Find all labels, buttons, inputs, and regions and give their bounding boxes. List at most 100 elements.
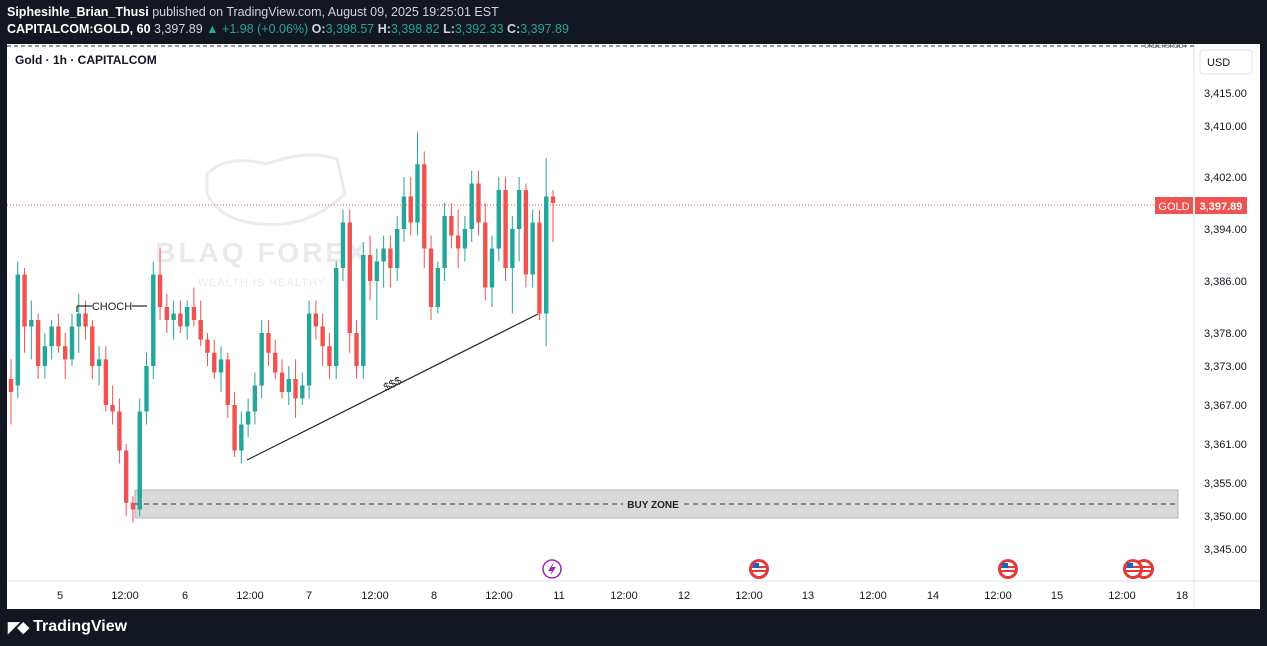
candle[interactable] xyxy=(394,216,400,281)
candle[interactable] xyxy=(123,444,129,516)
candle[interactable] xyxy=(35,313,41,380)
candle[interactable] xyxy=(49,320,54,360)
candle[interactable] xyxy=(327,333,332,379)
candle[interactable] xyxy=(503,177,508,281)
candle[interactable] xyxy=(483,203,488,301)
x-tick-label: 13 xyxy=(802,590,814,602)
candle[interactable] xyxy=(22,268,27,353)
candle[interactable] xyxy=(293,359,298,418)
candle[interactable] xyxy=(550,190,556,242)
candle[interactable] xyxy=(334,261,339,380)
open-value: 3,398.57 xyxy=(325,22,375,36)
candle[interactable] xyxy=(388,235,393,288)
candle[interactable] xyxy=(286,366,291,405)
candle[interactable] xyxy=(8,359,14,425)
candle[interactable] xyxy=(340,209,346,282)
candle[interactable] xyxy=(171,300,176,340)
candle[interactable] xyxy=(408,177,413,236)
us-flag-icon[interactable] xyxy=(749,559,769,579)
candle[interactable] xyxy=(42,333,48,379)
candle[interactable] xyxy=(198,300,203,347)
candle[interactable] xyxy=(63,333,68,379)
candle[interactable] xyxy=(381,235,386,288)
candle[interactable] xyxy=(428,235,434,321)
candle[interactable] xyxy=(56,313,61,353)
candle[interactable] xyxy=(117,398,122,464)
candle[interactable] xyxy=(184,300,190,340)
time-axis[interactable]: 5 12:00 6 12:00 7 12:00 8 12:00 11 12:00 12 12:00 13… xyxy=(57,590,1188,602)
candle[interactable] xyxy=(103,346,109,412)
tradingview-logo[interactable]: ◤◆ TradingView xyxy=(8,618,127,636)
candle[interactable] xyxy=(442,203,447,281)
chart-canvas[interactable]: UNDERSHOOT BLAQ FOREX WEALTH IS HEALTHY … xyxy=(7,44,1260,609)
candle[interactable] xyxy=(489,235,495,308)
candle[interactable] xyxy=(83,300,88,340)
candle-body xyxy=(239,424,244,451)
candle[interactable] xyxy=(191,287,197,327)
candle[interactable] xyxy=(29,300,34,360)
candle[interactable] xyxy=(510,216,515,314)
candle[interactable] xyxy=(212,339,217,379)
candle[interactable] xyxy=(69,313,75,367)
us-flag-icon[interactable] xyxy=(1123,559,1143,579)
candle[interactable] xyxy=(516,177,522,262)
currency-button[interactable] xyxy=(1199,49,1253,75)
candle[interactable] xyxy=(225,352,230,418)
candle-body xyxy=(306,313,312,386)
candle[interactable] xyxy=(422,151,427,269)
candle[interactable] xyxy=(544,157,549,347)
candle[interactable] xyxy=(157,248,163,321)
candle[interactable] xyxy=(151,261,156,380)
candle[interactable] xyxy=(218,346,224,392)
candle[interactable] xyxy=(110,385,115,425)
candle[interactable] xyxy=(239,411,244,464)
candle[interactable] xyxy=(137,398,142,517)
legend-title[interactable]: Gold · 1h · CAPITALCOM xyxy=(15,53,157,67)
candle[interactable] xyxy=(164,294,170,333)
candle[interactable] xyxy=(361,242,366,379)
candle[interactable] xyxy=(15,261,20,399)
candle[interactable] xyxy=(130,496,136,523)
candle[interactable] xyxy=(476,170,481,236)
candle[interactable] xyxy=(530,209,535,288)
candle[interactable] xyxy=(300,372,305,406)
candle[interactable] xyxy=(96,346,102,386)
candle[interactable] xyxy=(496,177,501,262)
author-name[interactable]: Siphesihle_Brian_Thusi xyxy=(7,5,149,19)
candle[interactable] xyxy=(266,320,271,366)
candle[interactable] xyxy=(435,261,441,314)
candle[interactable] xyxy=(523,183,529,288)
candle[interactable] xyxy=(455,209,461,269)
candle[interactable] xyxy=(273,339,278,379)
candle-body xyxy=(347,222,352,333)
candle[interactable] xyxy=(90,320,95,379)
candle[interactable] xyxy=(306,300,312,399)
candle[interactable] xyxy=(347,209,352,353)
candle[interactable] xyxy=(354,320,359,379)
candle-body xyxy=(144,366,149,412)
candle[interactable] xyxy=(178,300,183,334)
candle[interactable] xyxy=(367,235,373,301)
trendline[interactable] xyxy=(246,313,539,461)
candle[interactable] xyxy=(469,170,474,242)
candle[interactable] xyxy=(279,359,285,399)
price-axis[interactable]: 3,345.00 3,350.00 3,355.00 3,361.00 3,367.00… xyxy=(1204,88,1247,556)
us-flag-icon[interactable] xyxy=(998,559,1018,579)
candle[interactable] xyxy=(232,392,237,457)
candle[interactable] xyxy=(401,177,407,242)
candle[interactable] xyxy=(374,248,380,321)
candle[interactable] xyxy=(259,320,264,399)
candle[interactable] xyxy=(462,216,468,262)
candle[interactable] xyxy=(415,132,420,236)
candle[interactable] xyxy=(144,352,149,425)
lightning-icon xyxy=(548,562,556,576)
chart-frame[interactable]: UNDERSHOOT BLAQ FOREX WEALTH IS HEALTHY … xyxy=(7,44,1260,609)
candle[interactable] xyxy=(252,372,258,425)
candle[interactable] xyxy=(245,398,251,438)
candle[interactable] xyxy=(313,300,319,340)
candle[interactable] xyxy=(320,313,325,367)
candle[interactable] xyxy=(537,209,542,321)
candle[interactable] xyxy=(205,333,210,366)
candle[interactable] xyxy=(449,203,454,249)
candle[interactable] xyxy=(76,294,81,353)
